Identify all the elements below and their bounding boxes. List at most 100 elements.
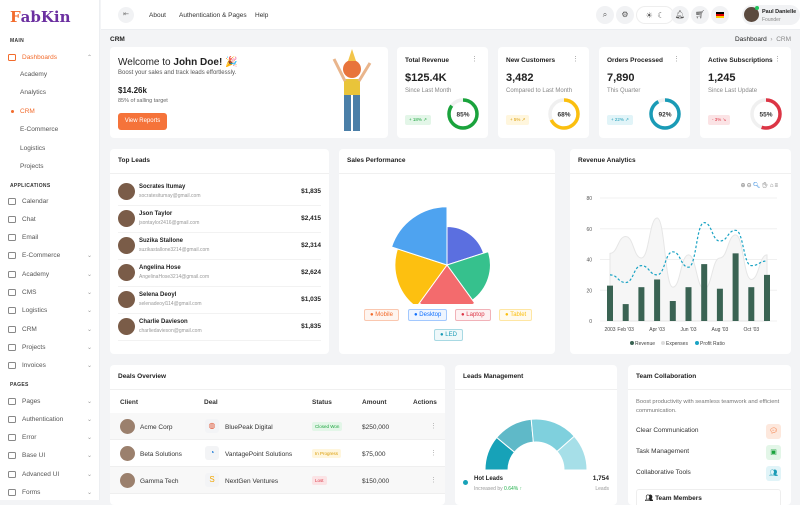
legend-mobile[interactable]: ● Mobile (364, 309, 399, 321)
zoom-in-icon[interactable]: ⊕ (740, 183, 747, 189)
deal-name: BluePeak Digital (225, 424, 273, 431)
sidebar-item-invoices[interactable]: Invoices ⌄ (8, 359, 92, 373)
sidebar-item-calendar[interactable]: Calendar (8, 194, 92, 208)
team-item-task-management[interactable]: Task Management ▣ (636, 445, 781, 462)
more-options-icon[interactable]: ⋮ (774, 56, 781, 63)
row-actions-icon[interactable]: ⋮ (430, 423, 437, 430)
sidebar-toggle-button[interactable]: ⇤ (118, 7, 134, 23)
chevron-down-icon: ⌄ (86, 435, 92, 442)
client-name: Beta Solutions (140, 451, 182, 458)
legend-led[interactable]: ● LED (434, 329, 463, 341)
legend-dot: ● (505, 312, 511, 318)
x-tick-label: Feb '03 (617, 327, 634, 333)
sidebar-subitem-e-commerce[interactable]: E-Commerce (20, 126, 59, 134)
legend-tablet[interactable]: ● Tablet (499, 309, 533, 321)
list-item[interactable]: Suzika Stallone suzikastallone3214@gmail.… (118, 233, 321, 260)
legend-laptop[interactable]: ● Laptop (455, 309, 491, 321)
legend-desktop[interactable]: ● Desktop (408, 309, 448, 321)
sidebar-subitem-crm[interactable]: CRM (11, 107, 35, 115)
x-tick-label: Aug '03 (711, 327, 728, 333)
breadcrumb-dashboard[interactable]: Dashboard (734, 36, 767, 43)
sidebar-item-academy[interactable]: Academy ⌄ (8, 267, 92, 281)
column-header-actions: Actions (413, 399, 437, 406)
theme-toggle[interactable]: ☀ ☾ (636, 6, 674, 24)
more-options-icon[interactable]: ⋮ (471, 56, 478, 63)
settings-icon[interactable]: ⚙ (616, 6, 634, 24)
zoom-select-icon[interactable]: 🔍︎ (752, 183, 762, 189)
sidebar-item-e-commerce[interactable]: E-Commerce ⌄ (8, 249, 92, 263)
list-item[interactable]: Socrates Itumay socratesitumay@gmail.com $… (118, 179, 321, 206)
sidebar-item-base-ui[interactable]: Base UI ⌄ (8, 449, 92, 463)
revenue-bar (716, 288, 723, 321)
team-members-panel[interactable]: 👥︎ Team Members (636, 489, 781, 505)
sidebar-item-chat[interactable]: Chat (8, 212, 92, 226)
cart-icon[interactable]: 🛒︎ (691, 6, 709, 24)
reset-home-icon[interactable]: ⌂ (769, 183, 775, 189)
nav-auth-pages[interactable]: Authentication & Pages (179, 12, 247, 19)
bell-icon[interactable]: 🔔︎ (671, 6, 689, 24)
nav-help[interactable]: Help (255, 12, 269, 19)
sidebar-item-advanced-ui[interactable]: Advanced UI ⌄ (8, 467, 92, 481)
sidebar-item-pages[interactable]: Pages ⌄ (8, 394, 92, 408)
sidebar-subitem-academy[interactable]: Academy (20, 71, 48, 78)
sidebar-item-authentication[interactable]: Authentication ⌄ (8, 412, 92, 426)
team-item-collaborative-tools[interactable]: Collaborative Tools 👥︎ (636, 466, 781, 483)
card-title: Revenue Analytics (578, 157, 636, 164)
user-name: Paul Danielle (762, 9, 797, 15)
nav-about[interactable]: About (149, 12, 166, 19)
logo[interactable]: FabKin (10, 8, 71, 26)
sidebar-item-dashboards[interactable]: Dashboards ⌃ (8, 50, 92, 64)
polar-slice-desktop (446, 250, 491, 301)
user-menu[interactable]: Paul Danielle Founder (742, 5, 800, 25)
hot-leads-change: Increased by 0.64% ↑ (474, 486, 523, 492)
academy-icon (8, 270, 16, 278)
more-options-icon[interactable]: ⋮ (572, 56, 579, 63)
breadcrumb: Dashboard › CRM (734, 36, 791, 43)
list-item[interactable]: Selena Deoyl selenadeoyl114@gmail.com $1,0… (118, 287, 321, 314)
polar-slice-tablet (394, 248, 448, 304)
progress-ring-label: 68% (557, 112, 570, 119)
team-item-label: Task Management (636, 448, 690, 455)
forms-icon (8, 489, 16, 496)
polar-slice-led (390, 206, 448, 266)
progress-ring-fill (447, 98, 479, 130)
list-item[interactable]: Json Taylor jsontaylor2416@gmail.com $2,41… (118, 206, 321, 233)
moon-icon[interactable]: ☾ (657, 11, 665, 20)
legend-dot: ● (370, 312, 376, 318)
sidebar-item-crm[interactable]: CRM ⌄ (8, 322, 92, 336)
sidebar-item-email[interactable]: Email (8, 231, 92, 245)
sidebar-subitem-projects[interactable]: Projects (20, 163, 44, 170)
list-item[interactable]: Charlie Davieson charliedavieson@gmail.co… (118, 314, 321, 341)
table-row: Beta Solutions ◔ VantagePoint Solutions In … (110, 440, 445, 467)
status-badge: Lost (312, 476, 327, 485)
y-tick-label: 0 (589, 319, 592, 325)
language-flag-icon[interactable] (711, 6, 729, 24)
row-actions-icon[interactable]: ⋮ (430, 477, 437, 484)
zoom-out-icon[interactable]: ⊖ (746, 183, 753, 189)
sidebar-item-forms[interactable]: Forms ⌄ (8, 486, 92, 500)
stat-change-badge: + 22% ↗ (607, 115, 633, 125)
pan-icon[interactable]: ✋︎ (761, 183, 770, 189)
sun-icon[interactable]: ☀ (645, 11, 653, 20)
view-reports-button[interactable]: View Reports (118, 113, 167, 130)
search-icon[interactable]: ⌕ (596, 6, 614, 24)
more-options-icon[interactable]: ⋮ (673, 56, 680, 63)
sidebar-item-error[interactable]: Error ⌄ (8, 431, 92, 445)
chevron-down-icon: ⌄ (86, 271, 92, 278)
sidebar-item-logistics[interactable]: Logistics ⌄ (8, 304, 92, 318)
sidebar-subitem-logistics[interactable]: Logistics (20, 144, 46, 152)
sidebar-item-cms[interactable]: CMS ⌄ (8, 286, 92, 300)
card-title: Deals Overview (118, 373, 167, 380)
profit-ratio-line (609, 221, 768, 284)
list-item[interactable]: Angelina Hose AngelinaHose3214@gmail.com $… (118, 260, 321, 287)
team-item-clear-communication[interactable]: Clear Communication 💬︎ (636, 424, 781, 441)
sidebar-item-projects[interactable]: Projects ⌄ (8, 340, 92, 354)
row-actions-icon[interactable]: ⋮ (430, 450, 437, 457)
sidebar-subitem-analytics[interactable]: Analytics (20, 89, 47, 97)
menu-icon[interactable]: ≡ (774, 183, 779, 189)
chart-toolbar: ⊕⊖🔍︎✋︎⌂≡ (741, 182, 779, 189)
card-title: Leads Management (463, 373, 524, 380)
company-logo-icon: ◔ (205, 446, 219, 460)
hot-leads-dot (463, 480, 468, 485)
chevron-down-icon: ⌄ (86, 471, 92, 478)
